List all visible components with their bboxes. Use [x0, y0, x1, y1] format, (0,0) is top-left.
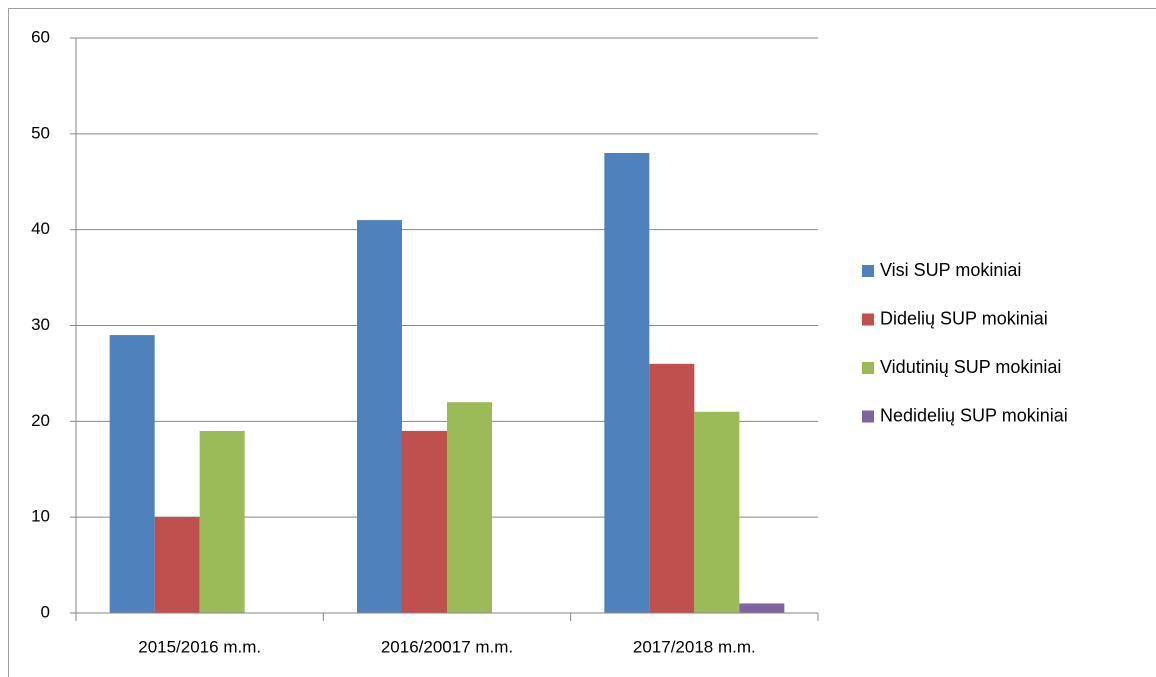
legend-label: Nedidelių SUP mokiniai	[880, 405, 1068, 425]
bar	[357, 220, 402, 614]
legend-label: Visi SUP mokiniai	[880, 260, 1021, 280]
legend-swatch	[862, 410, 874, 423]
x-tick-label: 2017/2018 m.m.	[633, 637, 756, 656]
bar	[402, 430, 447, 613]
y-tick-label: 50	[31, 123, 50, 142]
y-tick-label: 0	[41, 602, 50, 621]
bar	[649, 363, 695, 613]
x-tick-label: 2015/2016 m.m.	[138, 637, 261, 656]
legend-swatch	[862, 265, 874, 277]
bar	[694, 411, 740, 613]
bar	[154, 517, 200, 613]
y-tick-label: 40	[31, 219, 50, 238]
legend-label: Didelių SUP mokiniai	[880, 308, 1048, 328]
y-tick-label: 30	[31, 315, 50, 334]
legend-swatch	[862, 362, 874, 374]
chart-border	[8, 8, 1156, 677]
legend-swatch	[862, 313, 874, 326]
y-tick-label: 20	[31, 411, 50, 430]
bar	[109, 335, 155, 613]
bar	[447, 402, 492, 613]
y-tick-label: 10	[31, 507, 50, 526]
y-tick-label: 60	[31, 27, 50, 46]
bar	[199, 430, 245, 613]
x-tick-label: 2016/20017 m.m.	[381, 637, 513, 656]
bar	[604, 153, 650, 613]
legend-label: Vidutinių SUP mokiniai	[880, 357, 1061, 377]
bar	[739, 603, 785, 613]
